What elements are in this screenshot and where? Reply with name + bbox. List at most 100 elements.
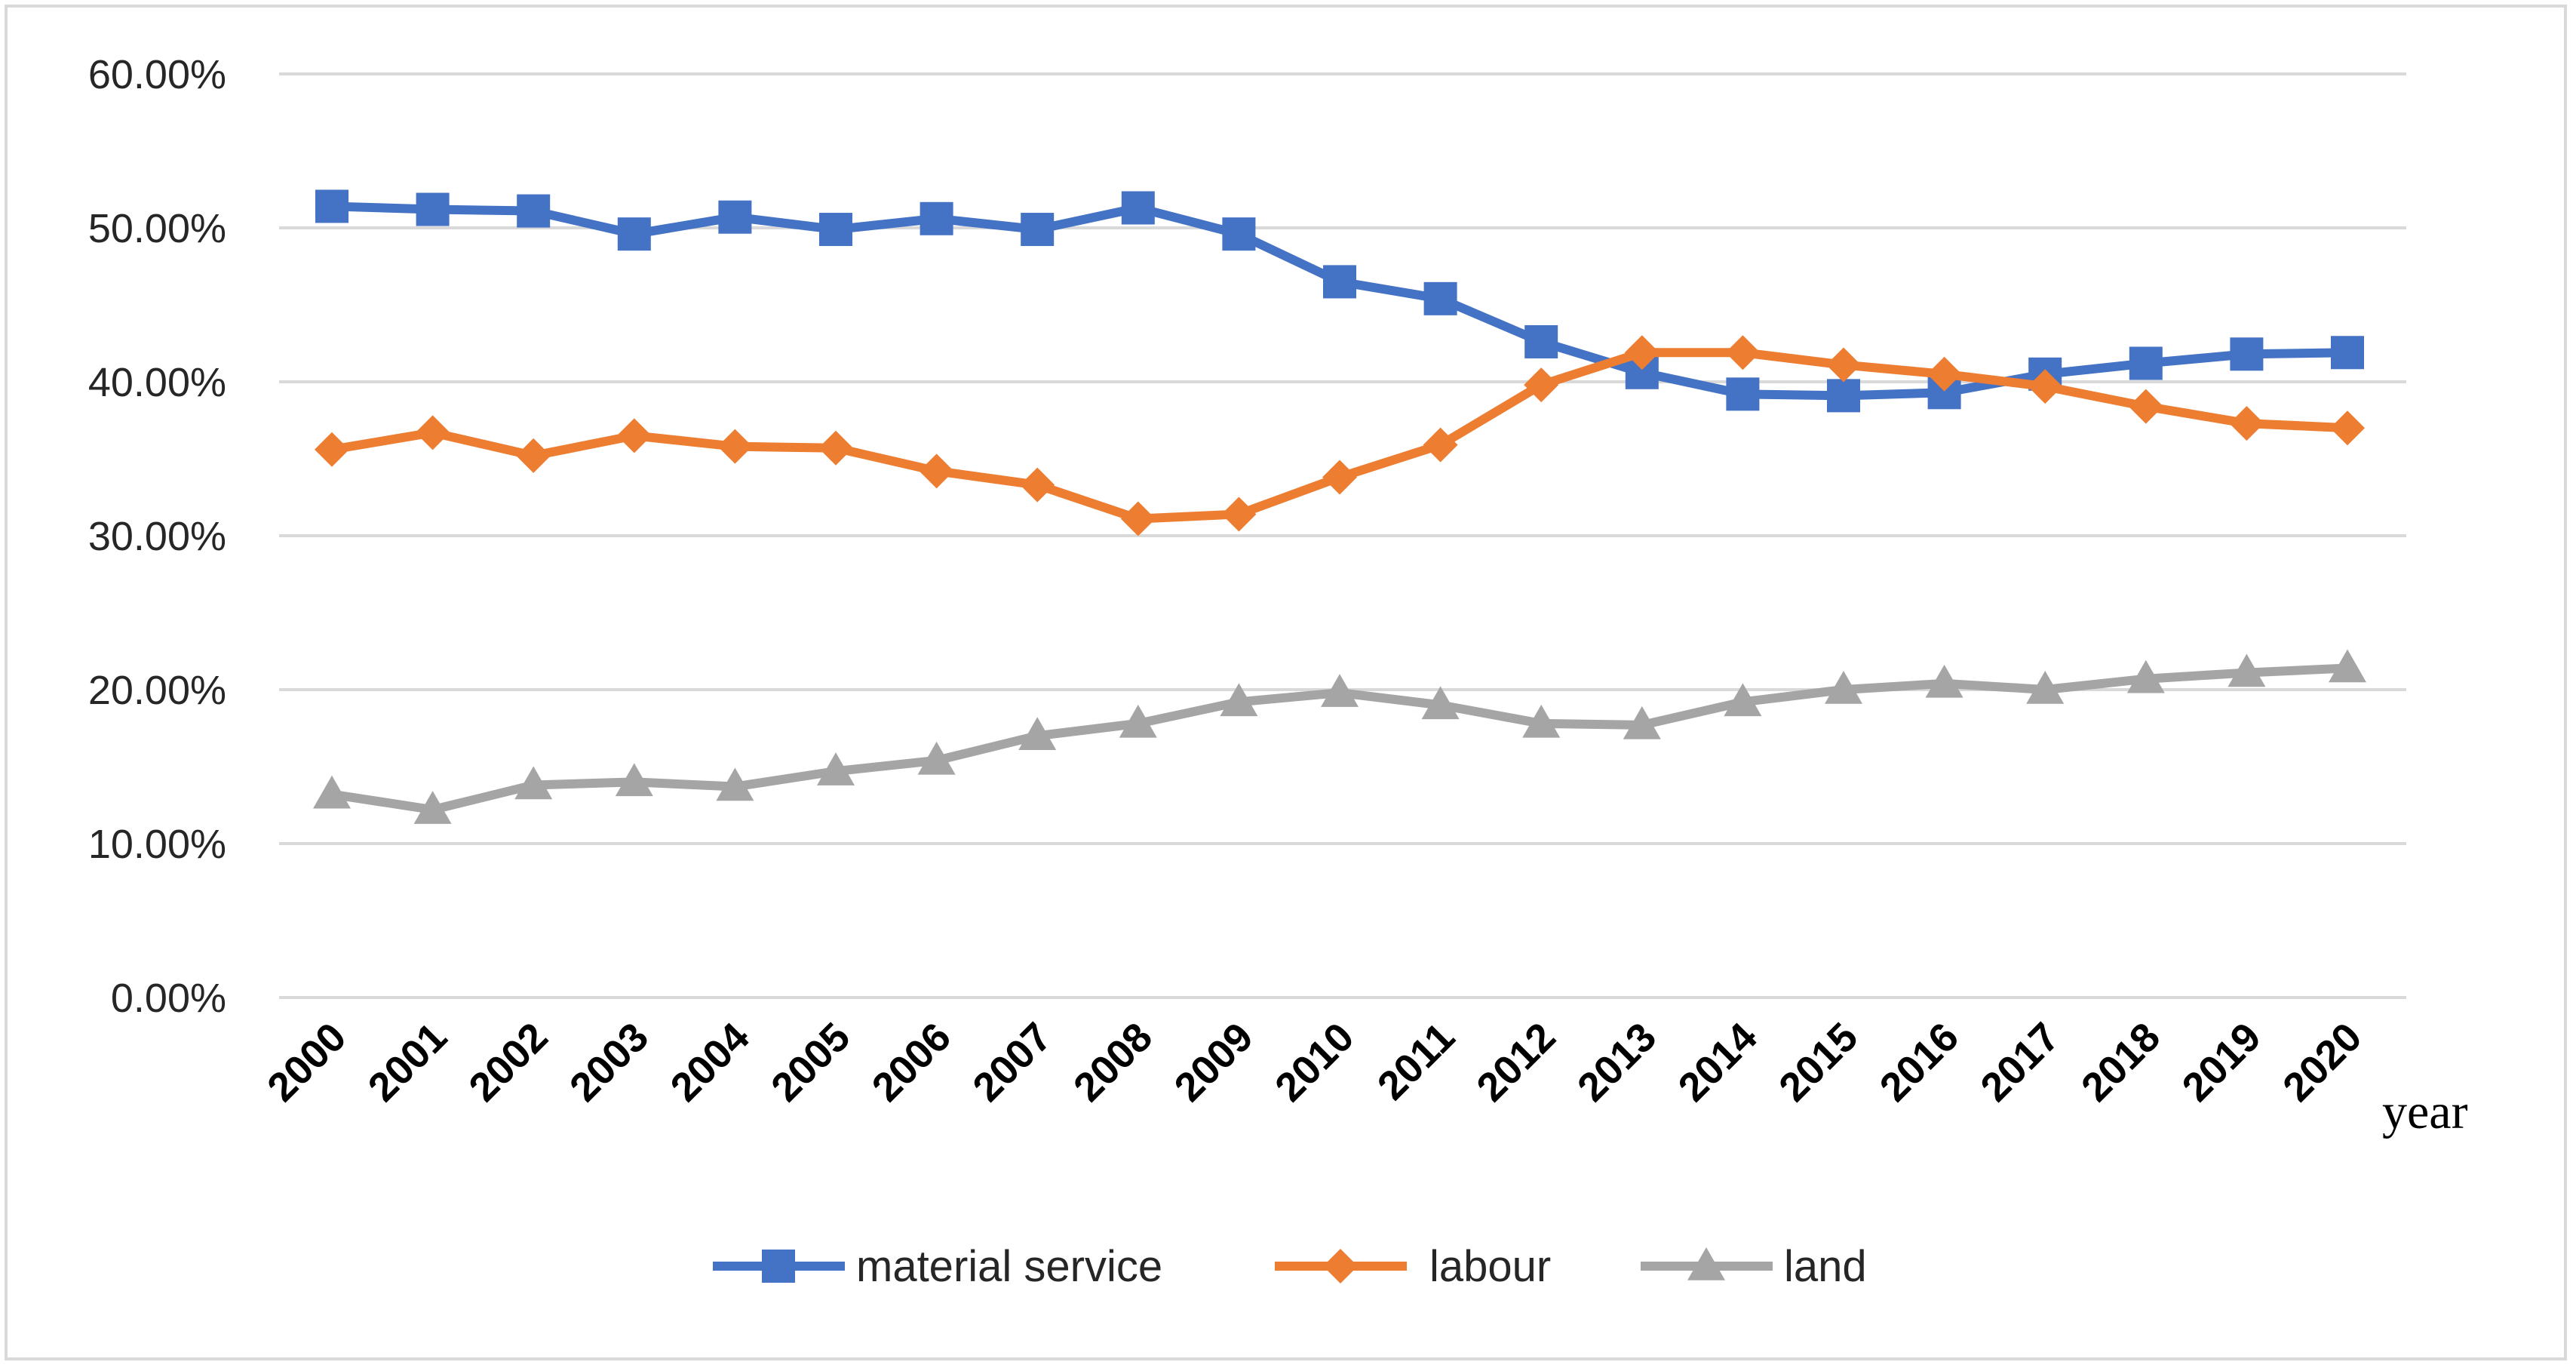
- data-point-land: [1623, 706, 1661, 739]
- legend-marker-land: [1687, 1247, 1725, 1280]
- data-point-labour: [2028, 369, 2063, 404]
- x-tick-label: 2011: [1369, 1014, 1463, 1108]
- legend-item-labour: labour: [1275, 1242, 1551, 1291]
- legend-label: land: [1784, 1242, 1867, 1291]
- legend: material service labour land: [713, 1242, 1867, 1291]
- data-point-material-service: [1121, 191, 1155, 225]
- data-point-labour: [1221, 496, 1257, 532]
- data-point-labour: [1423, 427, 1458, 463]
- data-point-land: [2026, 671, 2065, 704]
- data-point-land: [1825, 671, 1862, 704]
- data-point-labour: [1624, 335, 1660, 370]
- data-point-labour: [1524, 367, 1559, 403]
- x-tick-label: 2002: [460, 1014, 556, 1110]
- data-point-land: [413, 791, 452, 824]
- data-point-land: [1321, 674, 1359, 707]
- data-point-material-service: [517, 194, 551, 228]
- x-tick-label: 2000: [259, 1014, 355, 1110]
- data-point-material-service: [315, 189, 348, 223]
- y-tick-label: 30.00%: [88, 514, 226, 559]
- series-labour: [315, 335, 2365, 536]
- x-tick-label: 2013: [1569, 1014, 1665, 1110]
- data-point-labour: [2229, 406, 2264, 441]
- data-point-labour: [315, 432, 349, 467]
- series-material-service: [315, 189, 2364, 413]
- data-point-labour: [516, 438, 551, 473]
- data-point-material-service: [1423, 281, 1457, 315]
- data-point-labour: [1826, 347, 1861, 383]
- legend-label: material service: [856, 1242, 1162, 1291]
- data-point-material-service: [1524, 324, 1558, 358]
- series-land: [313, 649, 2366, 824]
- data-point-labour: [415, 415, 450, 450]
- data-point-labour: [717, 429, 753, 464]
- data-point-land: [2126, 659, 2165, 693]
- y-tick-label: 50.00%: [88, 206, 226, 251]
- data-point-land: [917, 741, 956, 775]
- data-point-land: [1724, 683, 1762, 717]
- x-tick-label: 2020: [2274, 1014, 2370, 1110]
- data-point-land: [1522, 704, 1561, 738]
- x-tick-label: 2004: [662, 1014, 758, 1110]
- x-tick-label: 2012: [1468, 1014, 1564, 1110]
- data-point-labour: [2128, 389, 2163, 424]
- y-tick-label: 10.00%: [88, 822, 226, 867]
- data-point-labour: [1927, 356, 1962, 392]
- data-point-land: [2329, 649, 2366, 683]
- data-point-land: [313, 775, 351, 809]
- x-tick-label: 2017: [1972, 1014, 2068, 1110]
- x-axis-title: year: [2382, 1084, 2468, 1139]
- data-point-labour: [1322, 460, 1357, 495]
- x-tick-label: 2007: [964, 1014, 1060, 1110]
- x-tick-label: 2001: [360, 1014, 456, 1110]
- data-point-material-service: [1726, 377, 1760, 411]
- data-point-labour: [2330, 410, 2365, 446]
- data-point-material-service: [617, 217, 651, 251]
- x-tick-label: 2005: [763, 1014, 858, 1110]
- x-tick-label: 2008: [1065, 1014, 1161, 1110]
- data-point-land: [2228, 653, 2266, 687]
- legend-item-material-service: material service: [713, 1242, 1162, 1291]
- data-point-material-service: [920, 201, 953, 235]
- data-point-material-service: [1021, 213, 1055, 247]
- x-tick-label: 2018: [2073, 1014, 2169, 1110]
- x-tick-label: 2019: [2174, 1014, 2270, 1110]
- legend-item-land: land: [1641, 1242, 1867, 1291]
- data-point-labour: [1725, 335, 1761, 370]
- x-tick-label: 2006: [864, 1014, 959, 1110]
- x-axis-ticks: 2000 2001 2002 2003 2004 2005 2006 2007 2008 2009…: [259, 1014, 2370, 1110]
- data-point-labour: [818, 430, 853, 466]
- data-point-land: [1925, 664, 1963, 698]
- x-tick-label: 2010: [1267, 1014, 1362, 1110]
- data-point-material-service: [819, 213, 852, 247]
- data-point-material-service: [718, 200, 752, 234]
- data-point-material-service: [2331, 336, 2364, 370]
- data-point-material-service: [2129, 346, 2163, 380]
- data-point-land: [1421, 686, 1460, 720]
- legend-label: labour: [1429, 1242, 1551, 1291]
- x-tick-label: 2009: [1166, 1014, 1262, 1110]
- x-tick-label: 2015: [1770, 1014, 1866, 1110]
- data-point-labour: [919, 453, 954, 489]
- legend-marker-material-service: [762, 1250, 795, 1283]
- y-tick-label: 20.00%: [88, 668, 226, 713]
- data-point-land: [514, 766, 553, 800]
- data-point-material-service: [1323, 265, 1356, 299]
- data-point-land: [817, 752, 855, 785]
- series-group: [313, 189, 2366, 824]
- y-tick-label: 60.00%: [88, 52, 226, 97]
- y-tick-label: 40.00%: [88, 360, 226, 405]
- data-point-labour: [616, 418, 652, 453]
- data-point-land: [1018, 717, 1057, 750]
- gridlines: [279, 72, 2406, 999]
- data-point-material-service: [1827, 379, 1860, 413]
- y-tick-label: 0.00%: [111, 976, 226, 1021]
- data-point-land: [1119, 704, 1157, 738]
- data-point-labour: [1020, 467, 1055, 503]
- legend-marker-labour: [1323, 1249, 1358, 1283]
- data-point-labour: [1120, 501, 1156, 536]
- y-axis-ticks: 0.00% 10.00% 20.00% 30.00% 40.00% 50.00% 60.00…: [88, 52, 226, 1021]
- data-point-land: [615, 763, 653, 797]
- data-point-material-service: [2230, 337, 2264, 371]
